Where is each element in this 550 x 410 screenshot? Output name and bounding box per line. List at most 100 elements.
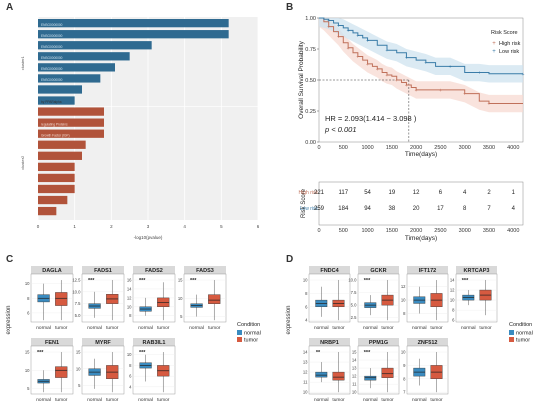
- risk-table-count: 2: [487, 190, 491, 196]
- panel-a-bar-label: ENSG0000000: [41, 23, 63, 27]
- facet-significance: **: [316, 350, 321, 356]
- panel-a-bar-label: ENSG0000000: [41, 78, 63, 82]
- facet-ytick: 10: [352, 390, 357, 395]
- box-legend-label: tumor: [516, 338, 530, 344]
- km-xtick: 2500: [434, 145, 446, 151]
- facet-gene-name: RAB3IL1: [143, 340, 166, 346]
- risk-table-rowlabel: High risk: [299, 190, 319, 196]
- facet-strip: [31, 338, 73, 346]
- risk-table-xtick: 1500: [386, 228, 398, 234]
- facet-gene-name: PPM1G: [369, 340, 388, 346]
- facet-xtick: tumor: [208, 325, 221, 331]
- box-ylabel: expression: [286, 305, 292, 334]
- km-censor-mark: +: [366, 62, 369, 68]
- km-ytick: 0.75: [305, 47, 316, 53]
- facet-ytick: 15: [178, 278, 183, 283]
- panel-a-xtick: 5: [220, 224, 223, 229]
- box-legend-swatch: [509, 330, 514, 335]
- facet-strip: [309, 338, 350, 346]
- facet-gene-name: FADS2: [145, 268, 163, 274]
- risk-table-count: 20: [413, 206, 420, 212]
- facet-ytick: 14: [352, 358, 357, 363]
- panel-a-xtick: 4: [183, 224, 186, 229]
- box-tumor: [332, 371, 345, 381]
- panel-a-bar: [38, 184, 75, 194]
- panel-c-letter: C: [6, 254, 14, 265]
- risk-table-xtick: 4000: [507, 228, 519, 234]
- km-xtick: 3500: [483, 145, 495, 151]
- facet-ytick: 5: [180, 314, 183, 319]
- facet-strip: [31, 266, 73, 274]
- facet-xtick: tumor: [430, 325, 443, 331]
- facet-ytick: 11: [352, 382, 357, 387]
- risk-table-xtick: 500: [339, 228, 348, 234]
- panel-a-bar: [38, 206, 57, 216]
- risk-table-xtick: 3500: [483, 228, 495, 234]
- km-ytick: 1.00: [305, 16, 316, 22]
- facet-plot-bg: [308, 273, 351, 323]
- km-censor-mark: +: [327, 18, 330, 24]
- box-legend-swatch: [237, 337, 242, 342]
- facet-ytick: 10: [303, 390, 308, 395]
- panel-a-bar: [38, 151, 82, 160]
- risk-table-rowlabel: Low risk: [300, 206, 319, 212]
- panel-a-bar: [38, 74, 101, 83]
- panel-a-bar: [38, 107, 104, 116]
- facet-strip: [456, 266, 497, 274]
- facet-strip: [309, 266, 350, 274]
- box-legend-swatch: [509, 337, 514, 342]
- facet-plot-bg: [357, 345, 400, 395]
- km-ytick: 0.50: [305, 78, 316, 84]
- facet-significance: ***: [37, 350, 44, 356]
- facet-ytick: 6: [305, 304, 308, 309]
- facet-ytick: 14: [303, 350, 308, 355]
- km-censor-mark: +: [386, 73, 389, 79]
- risk-table-count: 1: [512, 190, 516, 196]
- facet-ytick: 8: [403, 376, 406, 381]
- panel-a-bar-label: Growth Factor (IGF): [41, 133, 70, 137]
- km-censor-mark: +: [347, 46, 350, 52]
- panel-a-bar: [38, 19, 229, 28]
- risk-table-count: 12: [413, 190, 420, 196]
- km-censor-mark: +: [449, 64, 452, 70]
- facet-ytick: 8: [305, 291, 308, 296]
- facet-ytick: 7.5: [351, 290, 357, 295]
- km-xtick: 0: [317, 145, 320, 151]
- km-p-annotation: p < 0.001: [324, 125, 357, 134]
- km-xtick: 500: [339, 145, 348, 151]
- panel-a-group-label: cluster2: [20, 155, 25, 170]
- facet-ytick: 12: [401, 284, 406, 289]
- risk-table-xtick: 2500: [434, 228, 446, 234]
- risk-table-count: 4: [512, 206, 516, 212]
- facet-ytick: 10: [25, 368, 30, 373]
- facet-gene-name: DAGLA: [42, 268, 62, 274]
- facet-xtick: tumor: [157, 325, 170, 331]
- facet-ytick: 8: [129, 363, 132, 368]
- facet-ytick: 10: [401, 298, 406, 303]
- km-censor-mark: +: [337, 23, 340, 29]
- facet-ytick: 9: [403, 363, 406, 368]
- facet-gene-name: MYRF: [95, 340, 111, 346]
- facet-xtick: tumor: [430, 397, 443, 403]
- facet-xtick: normal: [189, 325, 204, 331]
- km-legend-label: High risk: [499, 41, 521, 47]
- km-censor-mark: +: [366, 38, 369, 44]
- km-legend-title: Risk Score: [491, 30, 518, 36]
- km-xlabel: Time(days): [405, 151, 437, 158]
- facet-strip: [407, 338, 448, 346]
- facet-xtick: normal: [314, 397, 329, 403]
- facet-xtick: tumor: [106, 325, 119, 331]
- km-xtick: 2000: [410, 145, 422, 151]
- risk-table-count: 7: [487, 206, 491, 212]
- km-censor-mark: +: [405, 83, 408, 89]
- facet-xtick: tumor: [157, 397, 170, 403]
- facet-ytick: 8: [403, 311, 406, 316]
- facet-xtick: normal: [314, 325, 329, 331]
- panel-a-letter: A: [6, 2, 14, 13]
- facet-strip: [358, 266, 399, 274]
- facet-xtick: tumor: [479, 325, 492, 331]
- facet-plot-bg: [308, 345, 351, 395]
- facet-ytick: 12: [450, 288, 455, 293]
- box-ylabel: expression: [6, 305, 12, 334]
